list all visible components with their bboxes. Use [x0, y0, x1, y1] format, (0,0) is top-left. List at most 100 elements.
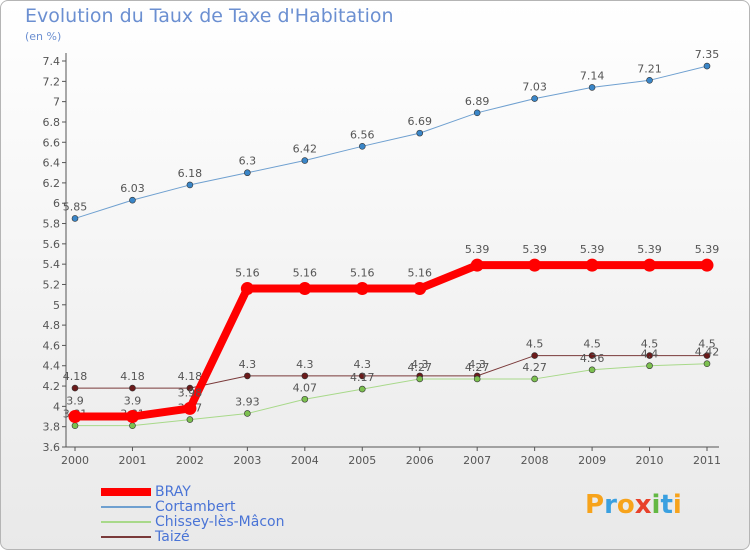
x-tick-label: 2007: [463, 454, 491, 467]
data-label-cortambert: 5.85: [63, 200, 88, 213]
data-label-cortambert: 7.14: [580, 69, 605, 82]
data-point-cortambert: [646, 77, 653, 84]
data-point-cortambert: [129, 196, 136, 204]
legend-label: BRAY: [155, 484, 191, 500]
data-point-chissey-l-s-m-con: [531, 375, 538, 383]
data-label-taiz-: 4.5: [526, 338, 544, 351]
series-line-cortambert: [74, 65, 708, 219]
x-tick-label: 2002: [176, 454, 204, 467]
data-label-taiz-: 4.18: [120, 370, 145, 383]
data-point-bray: [240, 282, 254, 296]
data-point-taiz-: [703, 352, 711, 359]
data-label-taiz-: 4.5: [583, 338, 601, 351]
y-tick-label: 4.6: [43, 339, 61, 352]
series-line-taiz-: [74, 355, 708, 389]
data-point-taiz-: [358, 372, 366, 380]
data-point-taiz-: [588, 352, 596, 359]
x-tick-label: 2003: [233, 454, 261, 467]
data-point-chissey-l-s-m-con: [129, 422, 136, 429]
y-tick-label: 4.4: [43, 360, 61, 373]
data-label-taiz-: 4.18: [178, 370, 203, 383]
series-line-bray: [71, 261, 711, 421]
data-label-cortambert: 6.56: [350, 128, 375, 141]
y-tick-label: 6.6: [43, 136, 61, 149]
data-label-chissey-l-s-m-con: 4.07: [293, 381, 318, 394]
legend-label: Cortambert: [155, 499, 236, 515]
data-label-chissey-l-s-m-con: 4.36: [580, 352, 605, 365]
data-label-bray: 5.39: [637, 243, 662, 256]
unit-label: (en %): [25, 30, 62, 43]
data-point-bray: [643, 258, 657, 272]
logo-letter: x: [634, 490, 652, 520]
x-tick-label: 2009: [578, 454, 606, 467]
logo-letter: t: [660, 490, 673, 520]
data-point-taiz-: [531, 352, 538, 359]
data-point-taiz-: [186, 384, 194, 392]
x-tick-label: 2006: [406, 454, 434, 467]
data-point-cortambert: [531, 95, 538, 102]
data-point-taiz-: [71, 384, 79, 392]
data-label-bray: 5.39: [465, 243, 490, 256]
data-point-bray: [125, 410, 139, 424]
data-label-cortambert: 6.69: [407, 115, 432, 128]
x-tick-label: 2005: [348, 454, 376, 467]
y-tick-label: 7.4: [43, 55, 61, 68]
logo-letter: o: [616, 490, 635, 520]
legend-label: Chissey-lès-Mâcon: [155, 514, 285, 530]
data-label-bray: 5.39: [580, 243, 605, 256]
data-label-chissey-l-s-m-con: 4.4: [641, 348, 659, 361]
data-label-taiz-: 4.3: [354, 358, 372, 371]
data-label-chissey-l-s-m-con: 3.93: [235, 395, 260, 408]
data-point-bray: [528, 258, 542, 272]
data-point-chissey-l-s-m-con: [646, 362, 653, 370]
data-point-bray: [298, 282, 312, 296]
data-label-bray: 5.16: [293, 267, 318, 280]
data-point-taiz-: [301, 372, 309, 380]
data-label-cortambert: 6.18: [178, 167, 203, 180]
data-label-bray: 5.39: [522, 243, 547, 256]
x-tick-label: 2011: [693, 454, 721, 467]
data-point-cortambert: [416, 129, 424, 137]
data-label-taiz-: 4.5: [641, 338, 659, 351]
data-point-taiz-: [646, 352, 653, 359]
data-point-cortambert: [358, 143, 366, 150]
legend-swatch: [101, 488, 151, 496]
x-tick-label: 2000: [61, 454, 89, 467]
data-label-cortambert: 7.35: [695, 48, 720, 61]
y-tick-label: 7.2: [43, 75, 61, 88]
data-point-chissey-l-s-m-con: [358, 385, 366, 393]
data-label-bray: 5.16: [235, 267, 260, 280]
legend-swatch: [101, 536, 151, 538]
y-tick-label: 5.8: [43, 218, 61, 231]
data-point-cortambert: [186, 181, 194, 189]
data-label-taiz-: 4.18: [63, 370, 88, 383]
y-tick-label: 5.6: [43, 238, 61, 251]
data-point-cortambert: [703, 62, 711, 70]
data-label-taiz-: 4.3: [411, 358, 429, 371]
data-label-chissey-l-s-m-con: 4.17: [350, 371, 375, 384]
data-label-cortambert: 6.03: [120, 182, 145, 195]
data-point-chissey-l-s-m-con: [703, 360, 711, 368]
data-point-chissey-l-s-m-con: [473, 375, 481, 383]
y-tick-label: 7: [53, 96, 60, 109]
y-tick-label: 6.8: [43, 116, 61, 129]
y-tick-label: 5.2: [43, 278, 61, 291]
data-point-taiz-: [129, 384, 136, 392]
x-tick-label: 2008: [521, 454, 549, 467]
data-label-taiz-: 4.3: [296, 358, 314, 371]
y-tick-label: 3.6: [43, 441, 61, 454]
data-label-taiz-: 4.3: [239, 358, 257, 371]
data-label-cortambert: 6.89: [465, 95, 490, 108]
data-label-chissey-l-s-m-con: 4.27: [465, 361, 490, 374]
data-label-cortambert: 7.21: [637, 62, 662, 75]
data-label-cortambert: 6.42: [293, 143, 318, 156]
legend-swatch: [101, 521, 151, 523]
legend-label: Taizé: [155, 529, 190, 545]
data-point-bray: [68, 410, 82, 424]
data-point-cortambert: [588, 84, 596, 91]
proxiti-logo: Proxiti: [585, 490, 682, 520]
y-tick-label: 6.2: [43, 177, 61, 190]
data-label-bray: 3.9: [124, 395, 142, 408]
data-point-chissey-l-s-m-con: [301, 395, 309, 403]
